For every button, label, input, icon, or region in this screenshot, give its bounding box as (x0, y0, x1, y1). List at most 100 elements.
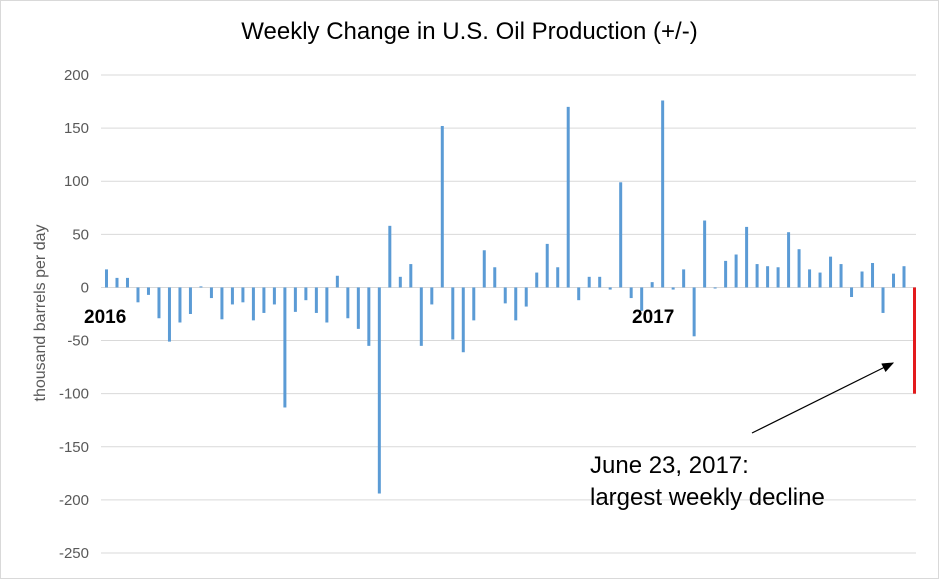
bar (209, 287, 213, 299)
bar (535, 272, 539, 288)
bar (377, 287, 381, 494)
bar (283, 287, 287, 408)
bar (871, 263, 875, 288)
bar (146, 287, 150, 295)
bar (587, 276, 591, 288)
y-tick-label: -200 (59, 492, 89, 509)
bar (514, 287, 518, 321)
y-tick-label: -50 (67, 333, 89, 350)
bar (902, 266, 906, 288)
bar (671, 287, 675, 290)
bar (105, 269, 108, 288)
bar (136, 287, 140, 303)
bar (808, 269, 812, 288)
bar (839, 264, 843, 288)
bar (629, 287, 633, 299)
y-tick-label: 100 (64, 173, 89, 190)
bar (850, 287, 854, 298)
bar (419, 287, 423, 346)
bar (178, 287, 182, 323)
bar (566, 106, 570, 288)
bar (125, 277, 129, 288)
y-tick-label: 50 (72, 226, 89, 243)
bar (220, 287, 224, 320)
bar (577, 287, 581, 301)
y-tick-label: -250 (59, 545, 89, 562)
bar (881, 287, 885, 313)
y-tick-label: 200 (64, 67, 89, 84)
bar (860, 271, 864, 288)
bar (493, 267, 497, 288)
bar (293, 287, 297, 312)
y-tick-label: -150 (59, 439, 89, 456)
bar (398, 276, 402, 288)
bar (598, 276, 602, 288)
bar (367, 287, 371, 346)
bar (346, 287, 350, 319)
bar (451, 287, 455, 340)
bars (105, 100, 916, 494)
bar (335, 275, 339, 288)
bar (482, 250, 486, 288)
bar (262, 287, 266, 313)
bar (503, 287, 507, 304)
gridlines (101, 74, 916, 554)
bar (829, 256, 833, 288)
bar (703, 220, 707, 288)
bar (787, 232, 791, 288)
bar (545, 243, 549, 288)
bar (440, 125, 444, 288)
bar (556, 267, 560, 288)
bar (356, 287, 360, 329)
bar (797, 249, 801, 288)
bar (272, 287, 276, 305)
bar (713, 287, 717, 289)
y-tick-label: 150 (64, 120, 89, 137)
annotation-line-1: June 23, 2017: (590, 452, 749, 479)
bar (755, 264, 759, 288)
bar (692, 287, 696, 337)
y-tick-label: 0 (81, 279, 89, 296)
bar (766, 266, 770, 288)
bar (640, 287, 644, 311)
bar (745, 226, 749, 288)
bar (524, 287, 528, 307)
year-label-2016: 2016 (84, 307, 126, 328)
chart-title: Weekly Change in U.S. Oil Production (+/… (241, 18, 698, 45)
bar (619, 182, 623, 288)
bar (818, 272, 822, 288)
bar (724, 260, 728, 288)
bar (251, 287, 255, 321)
bar (388, 225, 392, 288)
y-axis-label: thousand barrels per day (32, 225, 49, 402)
bar (304, 287, 308, 301)
bar (461, 287, 465, 353)
bar (409, 264, 413, 288)
y-tick-label: -100 (59, 386, 89, 403)
year-label-2017: 2017 (632, 307, 674, 328)
bar (892, 273, 896, 288)
annotation-arrow (751, 362, 895, 434)
bar (650, 282, 654, 288)
bar (167, 287, 171, 342)
bar (608, 287, 612, 290)
bar (734, 254, 738, 288)
bar (157, 287, 161, 319)
bar (682, 269, 686, 288)
annotation-line-2: largest weekly decline (590, 484, 825, 511)
bar (776, 267, 780, 288)
bar (199, 286, 203, 288)
bar (472, 287, 476, 321)
bar (230, 287, 234, 305)
y-axis-ticks: 200 150 100 50 0 -50 -100 -150 -200 -250 (59, 67, 89, 562)
bar (314, 287, 318, 313)
bar (325, 287, 329, 323)
bar (241, 287, 245, 303)
bar (661, 100, 665, 288)
bar (188, 287, 192, 314)
bar (115, 277, 119, 288)
bar (430, 287, 434, 305)
bar-highlight (913, 287, 916, 394)
